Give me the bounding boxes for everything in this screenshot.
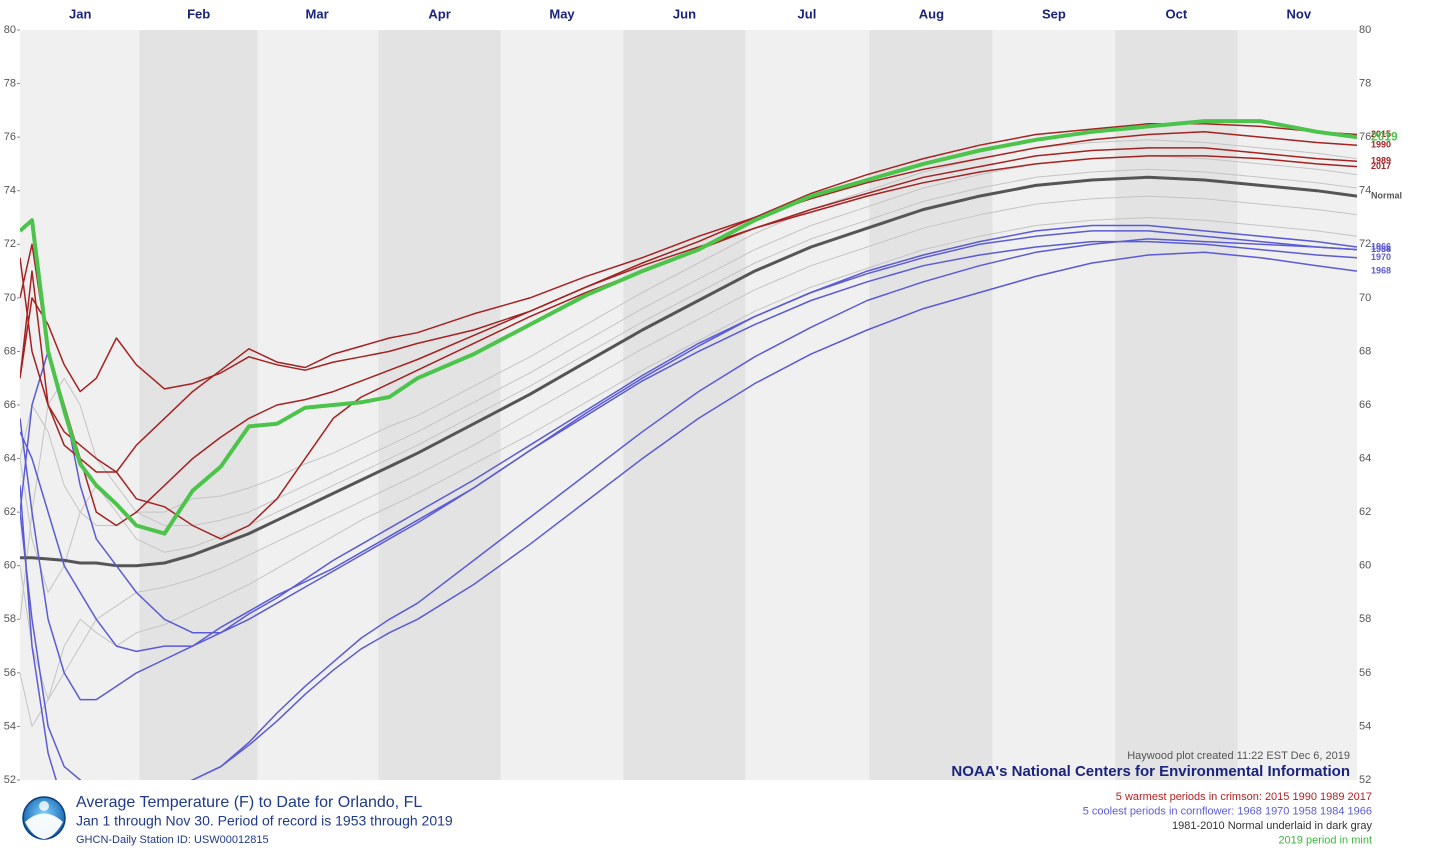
noaa-logo	[22, 796, 66, 840]
chart-title: Average Temperature (F) to Date for Orla…	[76, 794, 422, 811]
y-tick-label: 62	[4, 506, 16, 518]
series-line	[20, 230, 1357, 634]
month-bands	[20, 30, 1357, 780]
background-line	[20, 168, 1357, 593]
series-label: 1958	[1371, 244, 1391, 254]
series-line	[20, 251, 1357, 780]
y2-tick-label: 70	[1359, 292, 1371, 304]
series-line	[20, 175, 1357, 568]
legend-note: 5 warmest periods in crimson: 2015 1990 …	[1116, 791, 1372, 803]
background-line	[20, 217, 1357, 727]
month-band	[1115, 30, 1238, 780]
series-label: 2015	[1371, 129, 1391, 139]
series-label: 2017	[1371, 161, 1391, 171]
series-label: 1990	[1371, 140, 1391, 150]
y-tick-label: 78	[4, 77, 16, 89]
y-tick-label: 74	[4, 185, 16, 197]
y-tick-label: 66	[4, 399, 16, 411]
background-line	[20, 195, 1357, 701]
y-tick-label: 72	[4, 238, 16, 250]
x-tick-label: Jul	[798, 6, 817, 21]
y2-tick-label: 58	[1359, 613, 1371, 625]
credit: Haywood plot created 11:22 EST Dec 6, 20…	[1127, 750, 1350, 762]
y2-tick-label: 56	[1359, 667, 1371, 679]
month-band	[378, 30, 501, 780]
plot-lines	[20, 119, 1357, 780]
series-line	[20, 240, 1357, 701]
y2-tick-label: 54	[1359, 720, 1371, 732]
y2-tick-label: 78	[1359, 77, 1371, 89]
x-tick-label: Sep	[1042, 6, 1066, 21]
x-tick-label: Nov	[1287, 6, 1312, 21]
month-band	[139, 30, 258, 780]
series-label: Normal	[1371, 190, 1402, 200]
series-line	[20, 119, 1357, 536]
series-label: 1966	[1371, 241, 1391, 251]
series-line	[20, 224, 1357, 653]
x-tick-label: Feb	[187, 6, 210, 21]
y-tick-label: 54	[4, 720, 16, 732]
y-tick-label: 60	[4, 560, 16, 572]
y2-tick-label: 68	[1359, 345, 1371, 357]
y2-tick-label: 64	[1359, 452, 1371, 464]
y2-tick-label: 72	[1359, 238, 1371, 250]
series-label: 1970	[1371, 252, 1391, 262]
x-tick-label: Oct	[1165, 6, 1187, 21]
legend-note: 1981-2010 Normal underlaid in dark gray	[1172, 820, 1372, 832]
subtitle: Jan 1 through Nov 30. Period of record i…	[76, 813, 453, 829]
series-label: 2019	[1371, 129, 1398, 143]
y2-tick-label: 60	[1359, 560, 1371, 572]
month-band	[1237, 30, 1357, 780]
y-tick-label: 68	[4, 345, 16, 357]
y2-tick-label: 62	[1359, 506, 1371, 518]
series-line	[20, 147, 1357, 540]
background-line	[20, 139, 1357, 526]
y-tick-label: 76	[4, 131, 16, 143]
series-line	[20, 238, 1357, 780]
legend-note: 5 coolest periods in cornflower: 1968 19…	[1083, 805, 1372, 817]
y-tick-label: 58	[4, 613, 16, 625]
source: NOAA's National Centers for Environmenta…	[951, 763, 1350, 780]
x-tick-label: Apr	[428, 6, 450, 21]
series-line	[20, 131, 1357, 473]
station: GHCN-Daily Station ID: USW00012815	[76, 834, 269, 846]
y-tick-label: 70	[4, 292, 16, 304]
series-line	[20, 123, 1357, 393]
y-tick-label: 64	[4, 452, 16, 464]
series-label: 1968	[1371, 265, 1391, 275]
y2-tick-label: 74	[1359, 185, 1371, 197]
series-label: 1989	[1371, 156, 1391, 166]
y-tick-label: 80	[4, 24, 16, 36]
y2-tick-label: 76	[1359, 131, 1371, 143]
month-band	[745, 30, 870, 780]
x-tick-label: Jan	[69, 6, 91, 21]
x-tick-label: Jun	[673, 6, 696, 21]
y2-tick-label: 80	[1359, 24, 1371, 36]
x-tick-label: Aug	[919, 6, 944, 21]
month-band	[500, 30, 624, 780]
y2-tick-label: 52	[1359, 774, 1371, 786]
y-tick-label: 56	[4, 667, 16, 679]
y2-tick-label: 66	[1359, 399, 1371, 411]
labels: Jan Feb Mar Apr May Jun Jul Aug Sep Oct Nov 52 52 54 5…	[4, 6, 1402, 846]
month-band	[623, 30, 746, 780]
series-line	[20, 155, 1357, 527]
series-label: 1984	[1371, 244, 1391, 254]
y-tick-label: 52	[4, 774, 16, 786]
x-tick-label: May	[549, 6, 575, 21]
x-tick-label: Mar	[306, 6, 329, 21]
month-band	[869, 30, 993, 780]
legend-note: 2019 period in mint	[1278, 834, 1372, 846]
month-band	[992, 30, 1116, 780]
